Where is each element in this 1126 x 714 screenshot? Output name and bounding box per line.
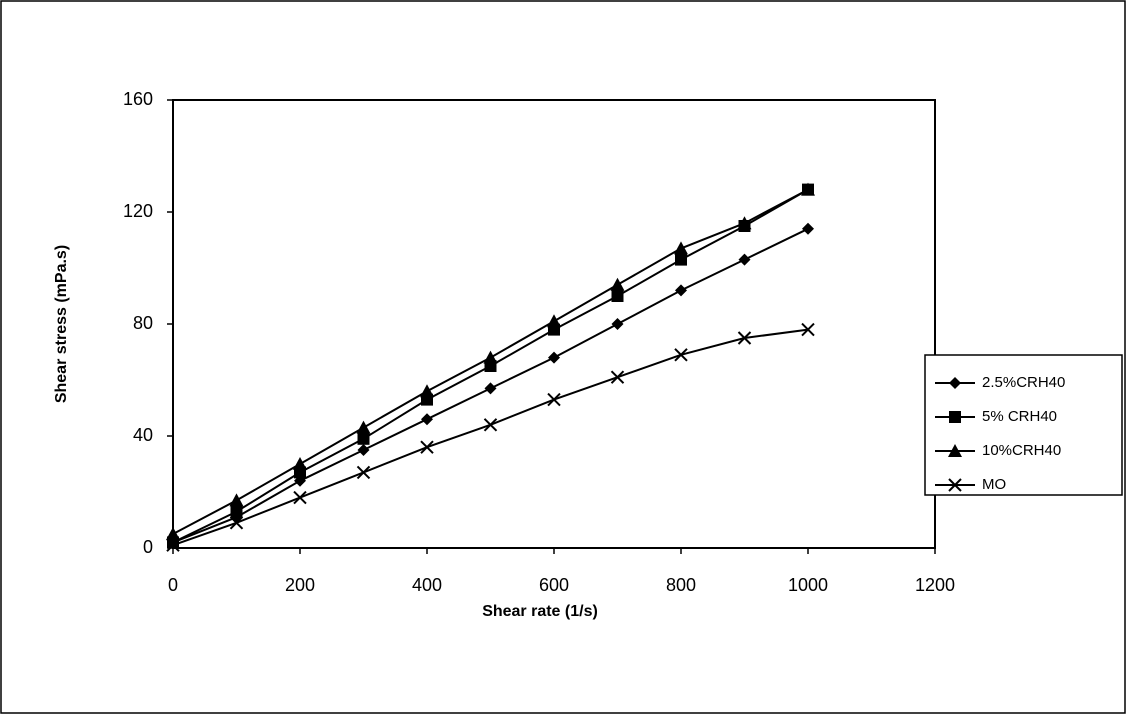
marker — [483, 350, 498, 364]
marker — [483, 418, 498, 432]
marker — [675, 253, 687, 266]
y-tick-label: 80 — [133, 313, 153, 333]
marker — [421, 413, 433, 426]
marker — [230, 505, 243, 518]
marker — [293, 490, 307, 505]
marker — [293, 457, 307, 470]
marker — [356, 420, 371, 434]
marker — [356, 465, 371, 480]
marker — [610, 370, 625, 384]
legend-label: 5% CRH40 — [982, 408, 1057, 425]
y-tick-label: 0 — [143, 537, 153, 557]
marker — [611, 290, 624, 302]
marker — [229, 493, 244, 507]
marker — [547, 392, 561, 407]
marker — [420, 384, 434, 398]
x-tick-label: 600 — [539, 575, 569, 595]
y-tick-label: 120 — [123, 201, 153, 221]
marker — [357, 432, 370, 445]
legend-marker — [949, 411, 961, 423]
marker — [674, 348, 688, 362]
marker — [674, 241, 688, 255]
y-tick-label: 160 — [123, 89, 153, 109]
marker — [484, 382, 497, 395]
x-tick-label: 0 — [168, 575, 178, 595]
marker — [547, 314, 561, 328]
legend — [924, 354, 1123, 496]
legend-label: 10%CRH40 — [982, 442, 1061, 459]
x-tick-label: 1000 — [788, 575, 828, 595]
marker — [801, 182, 815, 196]
x-axis-label: Shear rate (1/s) — [482, 603, 598, 620]
marker — [357, 444, 370, 456]
marker — [737, 216, 752, 230]
marker — [166, 527, 180, 540]
legend-marker — [948, 444, 962, 457]
legend-marker — [948, 478, 962, 492]
marker — [737, 331, 752, 345]
marker — [548, 351, 560, 364]
marker — [675, 284, 687, 297]
marker — [802, 222, 814, 235]
marker — [229, 516, 244, 530]
marker — [610, 277, 625, 291]
y-axis-label: Shear stress (mPa.s) — [53, 245, 70, 403]
marker — [420, 440, 434, 454]
marker — [801, 322, 815, 337]
legend-label: MO — [982, 476, 1006, 493]
x-tick-label: 400 — [412, 575, 442, 595]
x-tick-label: 1200 — [915, 575, 955, 595]
legend-marker — [949, 377, 961, 389]
y-tick-label: 40 — [133, 425, 153, 445]
marker — [611, 318, 624, 330]
legend-label: 2.5%CRH40 — [982, 374, 1065, 391]
x-tick-label: 800 — [666, 575, 696, 595]
marker — [738, 253, 751, 266]
x-tick-label: 200 — [285, 575, 315, 595]
marker — [166, 538, 180, 552]
